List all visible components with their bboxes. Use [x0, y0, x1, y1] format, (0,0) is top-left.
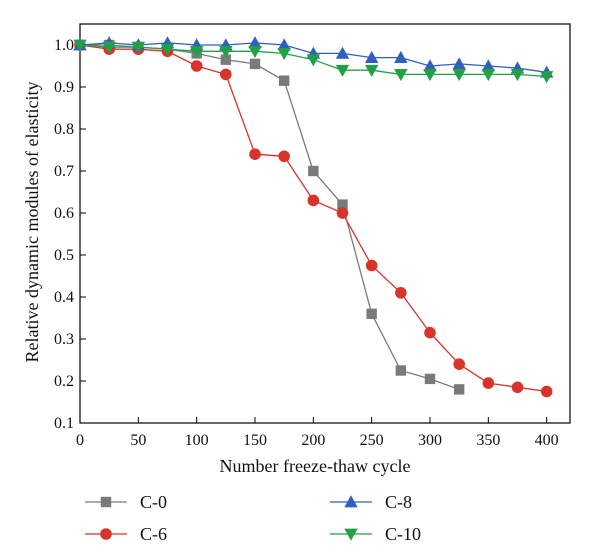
data-point	[395, 287, 407, 299]
x-tick-label: 100	[185, 432, 209, 449]
x-tick-label: 0	[76, 432, 84, 449]
data-point	[335, 64, 350, 77]
data-point	[423, 69, 437, 82]
data-point	[248, 36, 262, 49]
data-point	[482, 377, 495, 389]
data-point	[424, 326, 436, 339]
x-tick-label: 350	[476, 432, 500, 449]
legend-item: C-8	[330, 492, 412, 512]
y-tick-label: 0.2	[54, 373, 74, 390]
legend-marker	[100, 528, 112, 540]
legend: C-0 C-6 C-8 C-10	[85, 492, 421, 544]
data-point	[337, 199, 348, 210]
data-point	[248, 45, 262, 58]
data-point	[364, 64, 379, 77]
data-point	[306, 54, 321, 67]
data-point	[364, 50, 379, 63]
data-point	[190, 60, 203, 72]
data-point	[453, 384, 465, 395]
y-tick-label: 0.7	[54, 163, 74, 180]
axes	[79, 23, 571, 424]
data-point	[307, 194, 320, 207]
y-tick-label: 0.6	[54, 205, 74, 222]
data-point	[365, 259, 378, 272]
data-point	[481, 59, 496, 72]
legend-label: C-6	[140, 524, 167, 544]
legend-marker	[344, 495, 358, 508]
legend-item: C-10	[330, 524, 421, 544]
y-tick-label: 0.4	[54, 289, 74, 306]
series-line	[79, 44, 547, 393]
data-point	[249, 58, 261, 70]
data-point	[220, 68, 232, 81]
data-point	[335, 46, 350, 59]
data-point	[539, 71, 554, 84]
series-line	[80, 44, 460, 391]
legend-item: C-6	[85, 524, 167, 544]
y-tick-label: 1.0	[54, 37, 74, 54]
data-point	[278, 75, 290, 86]
data-point	[277, 38, 291, 51]
data-point	[249, 148, 261, 160]
x-tick-label: 200	[301, 432, 325, 449]
legend-marker	[344, 528, 358, 541]
legend-item: C-0	[85, 492, 167, 512]
data-point	[278, 150, 290, 163]
series-c-0	[74, 39, 465, 395]
data-point	[394, 69, 408, 82]
data-point	[394, 50, 408, 63]
data-point	[131, 41, 146, 54]
y-tick-label: 0.5	[54, 247, 74, 264]
series-c-6	[74, 39, 553, 398]
legend-label: C-10	[385, 524, 421, 544]
y-tick-label: 0.1	[54, 415, 74, 432]
data-point	[510, 69, 525, 82]
legend-label: C-0	[140, 492, 167, 512]
series-layer	[73, 36, 554, 398]
x-tick-label: 250	[360, 432, 384, 449]
x-tick-label: 300	[418, 432, 442, 449]
ticks: 0 50 100 150 200 250 300 350 400 0.1 0.2 0.3 0.4 0.5 0…	[54, 37, 559, 449]
y-tick-label: 0.3	[54, 331, 74, 348]
y-tick-label: 0.9	[54, 79, 74, 96]
data-point	[277, 48, 291, 61]
data-point	[511, 381, 524, 394]
x-axis-title: Number freeze-thaw cycle	[220, 456, 411, 476]
data-point	[452, 57, 466, 70]
data-point	[366, 308, 377, 319]
data-point	[219, 45, 233, 58]
data-point	[160, 43, 175, 56]
data-point	[423, 59, 437, 72]
x-tick-label: 150	[243, 432, 267, 449]
data-point	[189, 45, 204, 58]
data-point	[102, 41, 116, 54]
series-c-10	[73, 39, 554, 84]
legend-label: C-8	[385, 492, 412, 512]
x-tick-label: 400	[535, 432, 559, 449]
y-tick-label: 0.8	[54, 121, 74, 138]
data-point	[453, 358, 465, 371]
data-point	[481, 69, 496, 82]
data-point	[336, 207, 349, 219]
x-tick-label: 50	[130, 432, 146, 449]
data-point	[220, 54, 232, 65]
data-point	[395, 365, 407, 376]
data-point	[424, 373, 436, 385]
data-point	[73, 39, 87, 52]
legend-marker	[100, 496, 112, 508]
plot-frame	[79, 23, 571, 424]
data-point	[452, 69, 466, 82]
data-point	[308, 165, 319, 177]
y-axis-title: Relative dynamic modules of elasticity	[22, 82, 42, 363]
data-point	[540, 385, 553, 398]
